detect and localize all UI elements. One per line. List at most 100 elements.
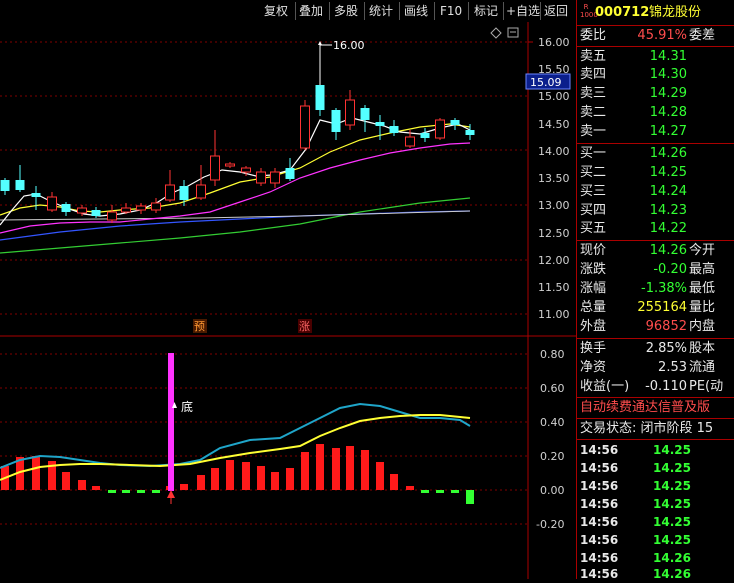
- candle-body: [389, 126, 399, 133]
- stat-value: 255164: [637, 300, 687, 315]
- toolbar-statistics-button[interactable]: 统计: [369, 4, 394, 18]
- ask-row[interactable]: 卖三 14.29: [577, 85, 734, 103]
- tick-price: 14.25: [653, 461, 691, 475]
- price-tick-label: 12.50: [538, 227, 570, 240]
- tick-row: 14:56 14.25: [577, 477, 734, 495]
- bid-price: 14.24: [649, 184, 687, 199]
- diamond-icon[interactable]: [490, 27, 502, 39]
- indicator-bar: [466, 490, 474, 504]
- ask-row[interactable]: 卖一 14.27: [577, 123, 734, 141]
- bid-row[interactable]: 买一 14.26: [577, 145, 734, 163]
- weicha-label: 委差: [689, 28, 716, 43]
- indicator-bar: [286, 468, 294, 490]
- bottom-signal-bar: [168, 353, 174, 491]
- promo-text: 自动续费通达信普及版: [580, 400, 711, 415]
- toolbar-divider: [295, 2, 296, 20]
- tick-row: 14:56 14.25: [577, 441, 734, 459]
- candle-body: [61, 204, 71, 212]
- stat-value: -0.20: [653, 262, 687, 277]
- ask-price: 14.27: [649, 124, 687, 139]
- indicator-bar: [48, 461, 56, 490]
- fundamental-row: 收益(一) -0.110 PE(动: [577, 378, 734, 396]
- candle-body: [315, 85, 325, 110]
- toolbar-f10-button[interactable]: F10: [440, 4, 463, 18]
- candle-body: [91, 210, 101, 216]
- bid-row[interactable]: 买二 14.25: [577, 164, 734, 182]
- window-icon[interactable]: [507, 27, 519, 38]
- stock-badge: R 1000: [580, 3, 598, 19]
- weibi-value: 45.91%: [637, 28, 687, 43]
- toolbar-overlay-button[interactable]: 叠加: [299, 4, 324, 18]
- ask-row[interactable]: 卖四 14.30: [577, 66, 734, 84]
- tick-row: 14:56 14.25: [577, 495, 734, 513]
- stat-label: 外盘: [580, 319, 607, 334]
- tick-row: 14:56 14.25: [577, 513, 734, 531]
- candle-body: [31, 193, 41, 197]
- candle-body: [47, 196, 57, 211]
- stat-value: 96852: [645, 319, 687, 334]
- stat-row: 现价 14.26 今开: [577, 242, 734, 260]
- ask-price: 14.31: [649, 49, 687, 64]
- tick-price: 14.25: [653, 497, 691, 511]
- price-tick-label: 15.50: [538, 63, 570, 76]
- promo-marquee[interactable]: 自动续费通达信普及版: [577, 399, 734, 417]
- bid-label: 买一: [580, 146, 607, 161]
- indicator-tick-label: 0.00: [540, 484, 565, 497]
- fundamental-value: 2.53: [658, 360, 687, 375]
- toolbar-mark-button[interactable]: 标记: [474, 4, 499, 18]
- bid-row[interactable]: 买三 14.24: [577, 183, 734, 201]
- ask-row[interactable]: 卖二 14.28: [577, 104, 734, 122]
- stat-label: 现价: [580, 243, 607, 258]
- tick-row: 14:56 14.26: [577, 549, 734, 567]
- kline-chart-area[interactable]: 16.00 15.50 15.00 14.50 14.00 13.50 13.0…: [0, 22, 576, 579]
- indicator-tick-label: 0.40: [540, 416, 565, 429]
- candle-body: [375, 122, 385, 126]
- indicator-bar: [376, 462, 384, 490]
- candle-body: [179, 186, 189, 200]
- stock-name: 锦龙股份: [649, 5, 702, 20]
- toolbar-add-favorite-button[interactable]: +自选: [506, 4, 541, 18]
- bid-price: 14.23: [649, 203, 687, 218]
- bid-row[interactable]: 买四 14.23: [577, 202, 734, 220]
- indicator-bar: [122, 490, 130, 493]
- indicator-bar: [421, 490, 429, 493]
- candle-body: [241, 167, 251, 173]
- toolbar-divider: [329, 2, 330, 20]
- indicator-bar: [436, 490, 444, 493]
- indicator-tick-label: 0.80: [540, 348, 565, 361]
- ask-price: 14.30: [649, 67, 687, 82]
- indicator-bar: [180, 484, 188, 490]
- quote-panel: R 1000 000712 锦龙股份 委比 45.91% 委差 卖五 14.31…: [576, 0, 734, 581]
- ask-row[interactable]: 卖五 14.31: [577, 48, 734, 66]
- current-price-tag: [525, 73, 571, 90]
- stock-code: 000712: [595, 5, 650, 20]
- stat-extra: 内盘: [689, 319, 716, 334]
- indicator-bar: [211, 468, 219, 490]
- toolbar-multi-stock-button[interactable]: 多股: [334, 4, 359, 18]
- candle-body: [331, 110, 341, 132]
- bid-label: 买二: [580, 165, 607, 180]
- candle-body: [15, 180, 25, 190]
- bid-price: 14.25: [649, 165, 687, 180]
- candle-body: [136, 205, 146, 211]
- indicator-bar: [346, 446, 354, 490]
- toolbar-back-button[interactable]: 返回: [544, 4, 569, 18]
- tick-time: 14:56: [580, 533, 619, 547]
- toolbar-divider: [434, 2, 435, 20]
- tick-time: 14:56: [580, 515, 619, 529]
- signal-badge: [193, 319, 207, 333]
- tick-price: 14.26: [653, 567, 691, 581]
- ask-price: 14.28: [649, 105, 687, 120]
- tick-time: 14:56: [580, 497, 619, 511]
- toolbar-divider: [468, 2, 469, 20]
- fundamental-extra: 股本: [689, 341, 716, 356]
- bid-row[interactable]: 买五 14.22: [577, 220, 734, 238]
- indicator-slow-line: [0, 414, 471, 481]
- ma10-line: [0, 123, 471, 216]
- toolbar-restore-rights-button[interactable]: 复权: [264, 4, 289, 18]
- toolbar-divider: [399, 2, 400, 20]
- fundamental-extra: 流通: [689, 360, 716, 375]
- indicator-tick-label: 0.60: [540, 382, 565, 395]
- toolbar-draw-line-button[interactable]: 画线: [404, 4, 429, 18]
- ma120-line: [0, 210, 471, 241]
